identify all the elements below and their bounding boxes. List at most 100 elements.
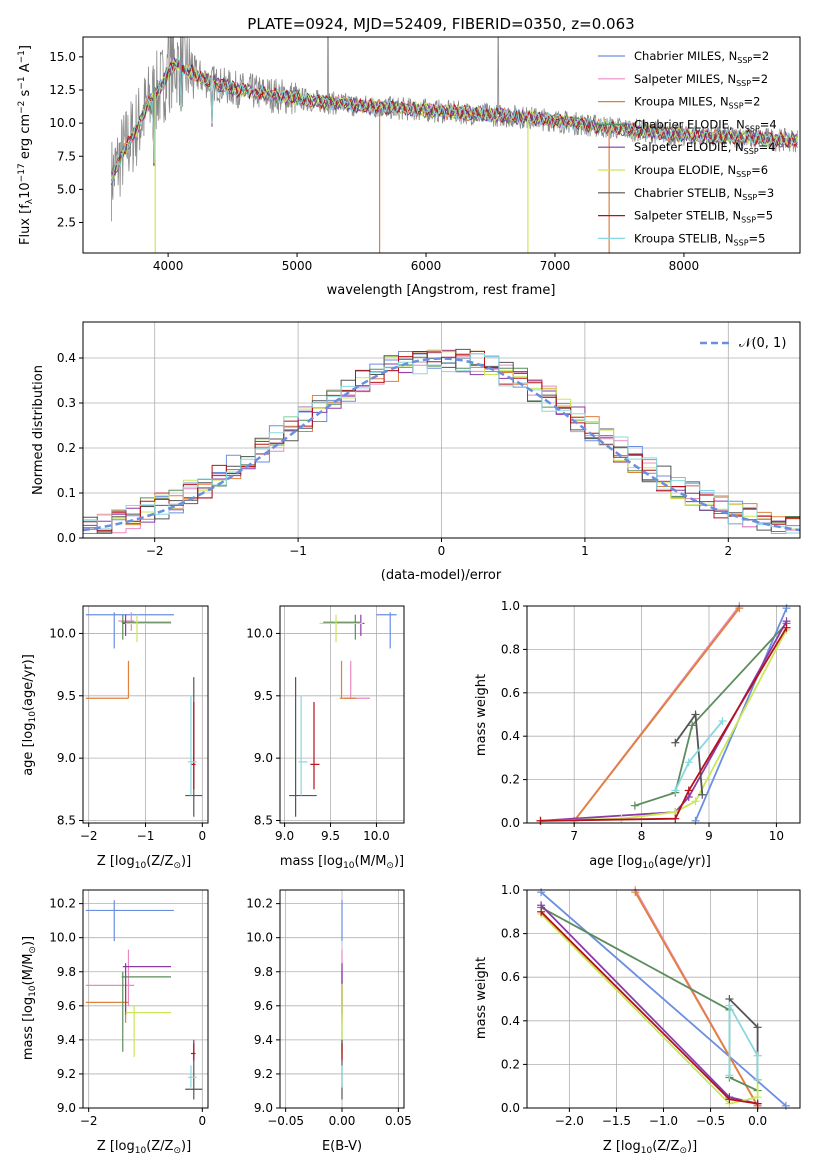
residuals-ylabel: Normed distribution: [31, 365, 46, 495]
weight-vs-age-panel: 7 8 9 10 0.0 0.2 0.4 0.6 0.8 1.0: [501, 599, 801, 843]
residuals-ytick-label: 0.3: [57, 396, 76, 410]
ytick-label: 0.4: [501, 729, 520, 743]
ytick-label: 9.5: [254, 689, 273, 703]
ytick-label: 0.6: [501, 686, 520, 700]
spectrum-clipped: [110, 37, 798, 253]
ytick-label: 10.0: [246, 931, 273, 945]
residuals-panel: −2 −1 0 1 2 0.0 0.1 0.2 0.3 0.4 (data-model)/erro…: [31, 321, 801, 583]
ytick-label: 0.0: [501, 816, 520, 830]
series-line-kM: [634, 891, 759, 1107]
xtick-label: −1: [137, 829, 155, 843]
xtick-label: −2: [80, 1114, 98, 1128]
legend-label-cM: Chabrier MILES, NSSP=2: [634, 49, 769, 65]
residuals-ytick-label: 0.0: [57, 531, 76, 545]
residuals-hist-sS: [83, 350, 800, 531]
residuals-xlabel: (data-model)/error: [381, 568, 502, 583]
spectrum-model-line-cS: [110, 62, 798, 184]
xtick-label: −0.05: [267, 1114, 304, 1128]
xtick-label: 10.0: [363, 829, 390, 843]
ytick-label: 0.2: [501, 1057, 520, 1071]
normal-legend-label: 𝒩(0, 1): [739, 336, 786, 351]
age-vs-mass-panel: 9.0 9.5 10.08.59.09.510.0: [246, 605, 405, 843]
ytick-label: 1.0: [501, 883, 520, 897]
ytick-label: 9.6: [254, 999, 273, 1013]
ytick-label: 0.0: [501, 1101, 520, 1115]
xtick-label: −2: [80, 829, 98, 843]
ytick-label: 8.5: [57, 814, 76, 828]
ytick-label: 9.4: [57, 1033, 76, 1047]
spectrum-ticks: 4000 5000 6000 7000 8000 2.5 5.0 7.5 10.0 12.5 15.…: [49, 50, 699, 273]
weight-age-ylabel: mass weight: [474, 674, 489, 756]
residuals-plot-area: [82, 322, 801, 539]
ytick-label: 9.8: [254, 965, 273, 979]
series-line-sE: [540, 904, 758, 1105]
xtick-label: 0.05: [385, 1114, 412, 1128]
series-line-cE: [540, 906, 758, 1092]
xtick-label: −0.5: [696, 1114, 725, 1128]
xtick-label: −2.0: [555, 1114, 584, 1128]
spectrum-ytick-label: 12.5: [49, 83, 76, 97]
residuals-xtick-label: 0: [438, 544, 446, 558]
ytick-label: 8.5: [254, 814, 273, 828]
legend-label-cE: Chabrier ELODIE, NSSP=4: [634, 117, 777, 133]
weight-age-xlabel: age [log10(age/yr)]: [589, 854, 711, 871]
axes-frame: [82, 889, 209, 1109]
weight-vs-metallicity-panel: −2.0 −1.5 −1.0 −0.5 0.0 0.0 0.2 0.4 0.6 0.8 1.0: [501, 883, 801, 1128]
residuals-xtick-label: −1: [289, 544, 307, 558]
ytick-label: 9.6: [57, 999, 76, 1013]
residuals-legend: 𝒩(0, 1): [700, 336, 786, 351]
ytick-label: 10.2: [246, 897, 273, 911]
spectrum-xtick-label: 4000: [153, 259, 184, 273]
ytick-label: 9.2: [254, 1067, 273, 1081]
spectrum-plot-area: [110, 37, 798, 253]
axes-frame: [526, 605, 801, 824]
series-line-cE: [634, 622, 788, 807]
age-z-xlabel: Z [log10(Z/Z⊙)]: [97, 854, 191, 871]
ytick-label: 1.0: [501, 599, 520, 613]
xtick-label: 9.5: [321, 829, 340, 843]
spectrum-ytick-label: 15.0: [49, 50, 76, 64]
weight-z-ylabel: mass weight: [474, 957, 489, 1039]
legend-label-sS: Salpeter STELIB, NSSP=5: [634, 209, 773, 225]
legend-label-sM: Salpeter MILES, NSSP=2: [634, 72, 768, 88]
mass-z-xlabel: Z [log10(Z/Z⊙)]: [97, 1139, 191, 1156]
ytick-label: 0.8: [501, 927, 520, 941]
residuals-hist-kE: [83, 349, 800, 530]
residuals-xtick-label: 1: [581, 544, 589, 558]
spectrum-axes-frame: [82, 36, 801, 254]
residuals-xtick-label: 2: [724, 544, 732, 558]
ytick-label: 9.0: [254, 1101, 273, 1115]
series-line-kM: [573, 607, 741, 822]
age-mass-xlabel: mass [log10(M/M⊙)]: [280, 854, 404, 871]
xtick-label: 0: [198, 1114, 206, 1128]
ytick-label: 10.0: [49, 931, 76, 945]
xtick-label: 7: [570, 829, 578, 843]
series-line-sE: [540, 620, 788, 822]
mass-ebv-xlabel: E(B-V): [322, 1139, 362, 1154]
residuals-ticks: −2 −1 0 1 2 0.0 0.1 0.2 0.3 0.4: [57, 351, 732, 558]
residuals-hist-kS: [83, 353, 800, 534]
ytick-label: 9.2: [57, 1067, 76, 1081]
mass-vs-metallicity-panel: −2 0 9.0 9.2 9.4 9.6 9.8 10.0 10.2: [49, 889, 209, 1128]
spectrum-xtick-label: 5000: [282, 259, 313, 273]
ytick-label: 9.5: [57, 689, 76, 703]
ytick-label: 9.0: [57, 751, 76, 765]
ytick-label: 0.8: [501, 642, 520, 656]
ytick-label: 9.0: [57, 1101, 76, 1115]
mass-vs-extinction-panel: −0.05 0.00 0.05 9.0 9.2 9.4 9.6 9.8 10.0 10.2: [246, 889, 412, 1128]
spectrum-panel: PLATE=0924, MJD=52409, FIBERID=0350, z=0…: [17, 15, 801, 298]
mass-z-ylabel: mass [log10(M/M⊙)]: [21, 936, 38, 1060]
xtick-label: 9.0: [275, 829, 294, 843]
xtick-label: −1.5: [602, 1114, 631, 1128]
legend-label-kE: Kroupa ELODIE, NSSP=6: [634, 163, 768, 179]
residuals-ytick-label: 0.1: [57, 486, 76, 500]
series-line-cS: [728, 998, 759, 1080]
ytick-label: 10.2: [49, 897, 76, 911]
xtick-label: 8: [638, 829, 646, 843]
spectrum-title: PLATE=0924, MJD=52409, FIBERID=0350, z=0…: [247, 15, 634, 33]
ytick-label: 10.0: [49, 626, 76, 640]
age-z-ylabel: age [log10(age/yr)]: [21, 654, 38, 776]
legend-label-sE: Salpeter ELODIE, NSSP=4: [634, 140, 776, 156]
spectrum-model-line-sS: [110, 60, 798, 185]
